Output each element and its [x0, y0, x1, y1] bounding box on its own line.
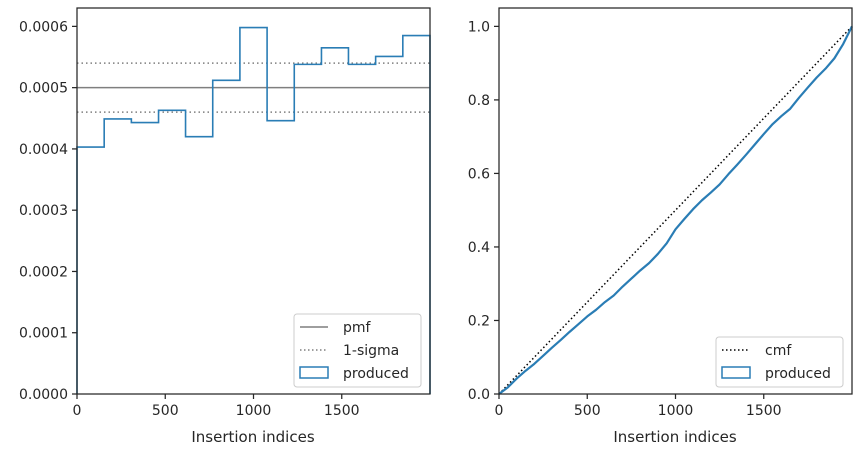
cmf-y-tick-label: 1.0 — [468, 19, 490, 35]
cmf-x-axis: 0 500 1000 1500 — [495, 394, 782, 419]
pmf-x-tick-label: 0 — [73, 403, 82, 419]
cmf-x-tick-label: 0 — [495, 403, 504, 419]
cmf-legend-box — [715, 336, 844, 388]
cmf-legend-cmf-label: cmf — [765, 343, 792, 359]
produced-cumulative-series — [498, 25, 853, 395]
cmf-x-tick-label: 500 — [574, 403, 601, 419]
cmf-y-tick-label: 0.4 — [468, 240, 490, 256]
pmf-y-tick-label: 0.0005 — [19, 81, 68, 97]
pmf-y-tick-label: 0.0000 — [19, 387, 68, 403]
pmf-y-tick-label: 0.0006 — [19, 19, 68, 35]
cmf-y-axis: 0.0 0.2 0.4 0.6 0.8 1.0 — [468, 19, 499, 403]
pmf-x-axis-label: Insertion indices — [191, 428, 314, 446]
cmf-x-tick-label: 1000 — [658, 403, 694, 419]
pmf-y-axis: 0.0000 0.0001 0.0002 0.0003 0.0004 0.0005 0.00… — [19, 19, 77, 403]
cmf-panel: 0 500 1000 1500 0.0 0.2 0.4 0.6 0.8 1.0 Insertio… — [468, 7, 853, 446]
pmf-legend-produced-swatch — [299, 366, 329, 379]
pmf-x-axis: 0 500 1000 1500 — [73, 394, 360, 419]
pmf-y-tick-label: 0.0004 — [19, 142, 68, 158]
pmf-plot-area — [76, 26, 431, 394]
cmf-x-axis-label: Insertion indices — [613, 428, 736, 446]
produced-step-series — [76, 26, 431, 394]
pmf-y-tick-label: 0.0003 — [19, 203, 68, 219]
cmf-y-tick-label: 0.8 — [468, 93, 490, 109]
pmf-legend-pmf-label: pmf — [343, 320, 372, 336]
pmf-y-tick-label: 0.0001 — [19, 326, 68, 342]
cmf-x-tick-label: 1500 — [746, 403, 782, 419]
pmf-x-tick-label: 1500 — [324, 403, 360, 419]
pmf-legend-box — [293, 313, 422, 388]
cmf-y-tick-label: 0.2 — [468, 313, 490, 329]
pmf-panel: 0 500 1000 1500 0.00000.00010.00020.00030.0… — [19, 7, 431, 446]
cmf-y-tick-label: 0.0 — [468, 387, 490, 403]
pmf-legend-sigma-label: 1-sigma — [343, 343, 399, 359]
cmf-legend-produced-swatch — [721, 366, 751, 379]
pmf-x-tick-label: 500 — [152, 403, 179, 419]
pmf-x-tick-label: 1000 — [236, 403, 272, 419]
cmf-legend: cmf produced — [715, 336, 844, 388]
cmf-reference-line — [498, 25, 853, 395]
pmf-y-tick-label: 0.0002 — [19, 264, 68, 280]
cmf-legend-produced-label: produced — [765, 366, 831, 382]
cmf-y-tick-label: 0.6 — [468, 166, 490, 182]
pmf-legend: pmf 1-sigma produced — [293, 313, 422, 388]
pmf-legend-produced-label: produced — [343, 366, 409, 382]
cmf-plot-area — [498, 25, 853, 395]
